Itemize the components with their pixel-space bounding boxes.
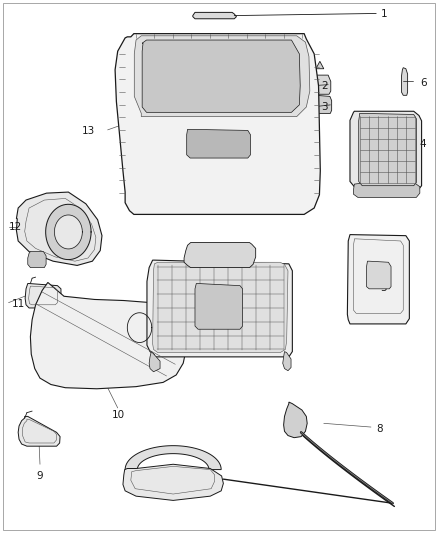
Polygon shape	[187, 130, 251, 158]
Polygon shape	[313, 95, 332, 114]
Polygon shape	[367, 261, 391, 289]
Polygon shape	[359, 114, 417, 185]
Polygon shape	[283, 352, 291, 370]
Polygon shape	[115, 34, 320, 214]
Text: 1: 1	[381, 9, 387, 19]
Polygon shape	[184, 243, 256, 268]
Polygon shape	[353, 183, 420, 197]
Text: 4: 4	[420, 139, 427, 149]
Polygon shape	[147, 260, 292, 357]
Text: 9: 9	[37, 471, 43, 481]
Polygon shape	[125, 446, 221, 470]
Text: 7: 7	[272, 330, 278, 341]
Polygon shape	[193, 12, 237, 19]
Text: 10: 10	[112, 410, 125, 420]
Polygon shape	[152, 262, 288, 353]
Polygon shape	[149, 352, 160, 372]
Polygon shape	[284, 402, 307, 438]
Polygon shape	[402, 68, 408, 95]
Polygon shape	[142, 40, 300, 112]
Polygon shape	[16, 192, 102, 265]
Polygon shape	[314, 75, 331, 94]
Text: 3: 3	[321, 102, 328, 112]
Polygon shape	[350, 111, 422, 190]
Text: 5: 5	[381, 283, 387, 293]
Polygon shape	[25, 284, 61, 308]
Text: 12: 12	[9, 222, 22, 232]
Text: 11: 11	[11, 298, 25, 309]
Text: 2: 2	[321, 81, 328, 91]
Polygon shape	[347, 235, 410, 324]
Polygon shape	[195, 284, 243, 329]
Text: 13: 13	[81, 126, 95, 136]
Text: 6: 6	[420, 78, 427, 88]
Polygon shape	[18, 416, 60, 446]
Polygon shape	[123, 464, 223, 500]
Polygon shape	[30, 282, 187, 389]
Text: 8: 8	[376, 424, 383, 434]
Polygon shape	[316, 61, 324, 69]
Polygon shape	[28, 252, 46, 268]
Polygon shape	[134, 36, 310, 117]
